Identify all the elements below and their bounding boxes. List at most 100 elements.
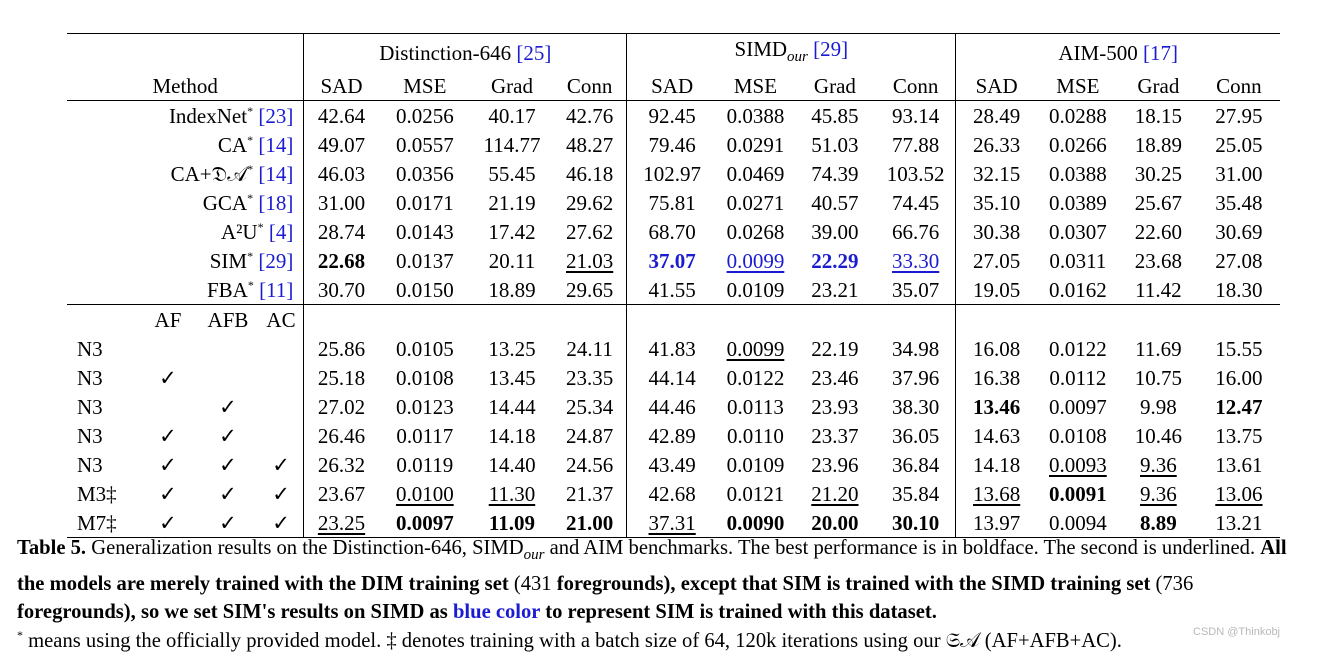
table-cell: 30.69 bbox=[1215, 219, 1263, 244]
footnote-text: means using the officially provided mode… bbox=[23, 629, 1122, 652]
group-name: AIM-500 bbox=[1058, 40, 1138, 65]
metric-header: Grad bbox=[490, 73, 533, 98]
table-cell: 0.0099 bbox=[726, 248, 785, 273]
table-cell: 14.63 bbox=[973, 423, 1021, 448]
official-model-mark: * bbox=[247, 190, 254, 205]
table-cell: 23.46 bbox=[811, 365, 859, 390]
table-cell: 0.0109 bbox=[726, 452, 785, 477]
table-cell: 0.0171 bbox=[395, 190, 454, 215]
table-cell: 0.0311 bbox=[1049, 248, 1107, 273]
table-cell: 44.14 bbox=[648, 365, 696, 390]
table-cell: 13.68 bbox=[973, 481, 1021, 506]
model-name: N3 bbox=[77, 423, 103, 448]
table-cell: 0.0109 bbox=[726, 277, 785, 302]
table-cell: 114.77 bbox=[483, 132, 541, 157]
method-name: FBA bbox=[207, 277, 248, 302]
table-cell: 13.61 bbox=[1215, 452, 1263, 477]
table-row: M7‡ ✓ ✓ ✓ 23.25 0.0097 11.09 21.00 37.31 0.0090 20… bbox=[67, 508, 1280, 539]
table-cell: 18.30 bbox=[1215, 277, 1263, 302]
table-cell: 0.0143 bbox=[395, 219, 454, 244]
table-cell: 13.25 bbox=[488, 336, 536, 361]
table-cell: 23.21 bbox=[811, 277, 859, 302]
metric-header: MSE bbox=[1056, 73, 1100, 98]
table-cell: 27.02 bbox=[317, 394, 366, 419]
method-name: CA bbox=[217, 132, 248, 157]
ablation-header-row: AF AFB AC bbox=[67, 304, 1280, 335]
table-cell: 0.0256 bbox=[395, 103, 454, 128]
table-row: N3 ✓ ✓ 26.46 0.0117 14.18 24.87 42.89 0.0110 23.3… bbox=[67, 421, 1280, 451]
table-cell: 26.33 bbox=[973, 132, 1021, 157]
group-name: Distinction-646 bbox=[379, 40, 512, 65]
table-cell: 35.07 bbox=[892, 277, 940, 302]
table-cell: 22.68 bbox=[317, 248, 366, 273]
table-cell: 23.25 bbox=[317, 510, 366, 535]
table-cell: 44.46 bbox=[648, 394, 696, 419]
table-cell: 12.47 bbox=[1215, 394, 1263, 419]
table-cell: 0.0110 bbox=[726, 423, 784, 448]
table-cell: 79.46 bbox=[648, 132, 696, 157]
model-name: N3 bbox=[77, 394, 103, 419]
table-cell: 0.0389 bbox=[1049, 190, 1107, 215]
table-cell: 102.97 bbox=[643, 161, 702, 186]
table-cell: 40.57 bbox=[811, 190, 859, 215]
table-cell: 38.30 bbox=[892, 394, 940, 419]
table-cell: 17.42 bbox=[488, 219, 536, 244]
table-cell: 37.31 bbox=[648, 510, 696, 535]
table-cell: 21.19 bbox=[488, 190, 536, 215]
table-cell: 0.0123 bbox=[395, 394, 454, 419]
table-cell: 42.68 bbox=[648, 481, 696, 506]
table-cell: 0.0090 bbox=[726, 510, 785, 535]
table-cell: 23.35 bbox=[566, 365, 614, 390]
table-cell: 9.36 bbox=[1139, 452, 1177, 477]
table-cell: 21.03 bbox=[566, 248, 614, 273]
table-row: CA* [14] 49.07 0.0557 114.77 48.27 79.46 0.029… bbox=[67, 130, 1280, 160]
metric-header: Grad bbox=[1137, 73, 1180, 98]
group-name: SIMD bbox=[734, 36, 788, 61]
caption-bold-1: All the models are merely trained with t… bbox=[17, 537, 1287, 595]
table-row: N3 25.86 0.0105 13.25 24.11 41.83 0.0099 22.19 3… bbox=[67, 334, 1280, 364]
table-cell: 28.49 bbox=[973, 103, 1021, 128]
header-metrics-row: Method SAD MSE Grad Conn SAD MSE Grad Conn SAD MSE… bbox=[67, 71, 1280, 101]
group-subscript: our bbox=[787, 48, 808, 65]
table-cell: 24.11 bbox=[566, 336, 613, 361]
table-cell: 30.10 bbox=[892, 510, 940, 535]
table-cell: 0.0122 bbox=[1049, 336, 1107, 361]
method-ref: [14] bbox=[258, 132, 294, 157]
official-model-mark: * bbox=[247, 132, 254, 147]
footnote-star: * bbox=[17, 627, 23, 642]
checkmark-icon: ✓ bbox=[219, 481, 237, 506]
caption-label: Table 5. bbox=[17, 537, 87, 559]
table-cell: 0.0105 bbox=[395, 336, 454, 361]
table-cell: 13.75 bbox=[1215, 423, 1263, 448]
table-cell: 25.05 bbox=[1215, 132, 1263, 157]
group-ref: [29] bbox=[813, 36, 849, 61]
table-cell: 37.07 bbox=[648, 248, 696, 273]
table-cell: 9.98 bbox=[1139, 394, 1177, 419]
method-header: Method bbox=[152, 73, 218, 98]
caption-text-2: and AIM benchmarks. The best performance… bbox=[544, 537, 1261, 559]
table-caption: Table 5. Generalization results on the D… bbox=[17, 534, 1317, 655]
model-name: M7‡ bbox=[77, 510, 117, 535]
table-cell: 40.17 bbox=[488, 103, 536, 128]
table-cell: 13.06 bbox=[1215, 481, 1263, 506]
table-row: A²U* [4] 28.74 0.0143 17.42 27.62 68.70 0.0268… bbox=[67, 217, 1280, 247]
table-cell: 18.89 bbox=[1134, 132, 1182, 157]
table-cell: 36.84 bbox=[892, 452, 940, 477]
table-cell: 0.0288 bbox=[1049, 103, 1107, 128]
group-ref: [25] bbox=[516, 40, 552, 65]
table-cell: 0.0356 bbox=[395, 161, 454, 186]
table-row: CA+𝔇𝒜* [14] 46.03 0.0356 55.45 46.18 102.97 0.… bbox=[67, 159, 1280, 189]
metric-header: SAD bbox=[651, 73, 694, 98]
table-cell: 14.18 bbox=[973, 452, 1021, 477]
table-cell: 9.36 bbox=[1139, 481, 1177, 506]
table-cell: 14.18 bbox=[488, 423, 536, 448]
table-cell: 22.60 bbox=[1134, 219, 1182, 244]
checkmark-icon: ✓ bbox=[219, 452, 237, 477]
table-cell: 11.30 bbox=[488, 481, 536, 506]
table-cell: 42.64 bbox=[317, 103, 366, 128]
table-cell: 0.0112 bbox=[1049, 365, 1107, 390]
table-cell: 0.0122 bbox=[726, 365, 785, 390]
table-cell: 19.05 bbox=[973, 277, 1021, 302]
table-cell: 29.62 bbox=[566, 190, 614, 215]
ablation-header: AC bbox=[266, 307, 296, 332]
